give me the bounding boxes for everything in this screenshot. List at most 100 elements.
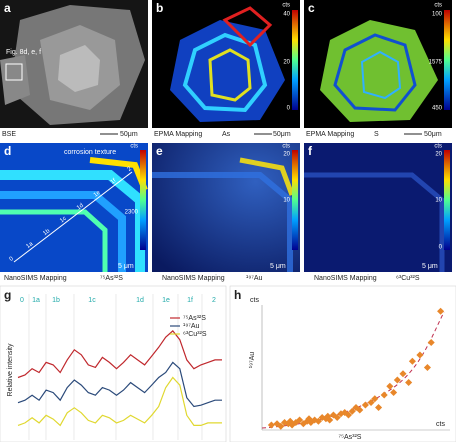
y-axis-label: Relative intensity	[7, 343, 14, 396]
data-point	[326, 416, 334, 424]
panel-a: a Fig. 8d, e, f BSE 50μm	[0, 0, 148, 138]
caption: NanoSIMS Mapping	[162, 275, 225, 282]
zone-label: 2	[127, 166, 134, 173]
panel-f: f cts 20 10 0 NanoSIMS Mapping ⁶³Cu³²S 5…	[304, 143, 452, 282]
y-axis-label: ¹⁹⁷Au	[249, 352, 256, 369]
colorbar-tick: 40	[283, 12, 290, 18]
data-point	[408, 357, 416, 365]
colorbar-tick: 100	[432, 12, 443, 18]
data-point	[390, 388, 398, 397]
zone-labels: 0 1a 1b 1c 1d 1e 1f 2	[9, 166, 134, 263]
caption: NanoSIMS Mapping	[314, 275, 377, 282]
caption: EPMA Mapping	[306, 131, 354, 138]
scale: 50μm	[273, 131, 291, 138]
panel-g: g Relative intensity 0 1a 1b 1c 1d 1e 1f 2 ⁷⁵As³…	[0, 285, 227, 442]
colorbar-tick: 20	[435, 152, 442, 158]
scale: 5 μm	[270, 263, 286, 270]
data-point	[333, 413, 341, 422]
data-point	[361, 401, 369, 409]
scale: 50μm	[424, 131, 442, 138]
unit: cts	[434, 144, 442, 150]
data-point	[386, 382, 394, 390]
data-point	[393, 376, 401, 384]
series-line	[17, 361, 222, 408]
series-line	[17, 330, 222, 379]
y-unit: cts	[250, 297, 259, 304]
unit: cts	[282, 144, 290, 150]
panel-b: b cts 40 20 0 EPMA Mapping As 50μm	[152, 0, 300, 138]
colorbar-tick: 20	[283, 60, 290, 66]
data-point	[356, 406, 364, 414]
zone-label: 1e	[162, 297, 170, 304]
colorbar-tick: 10	[283, 198, 290, 204]
element: ¹⁹⁷Au	[246, 275, 263, 282]
data-point	[437, 307, 445, 315]
colorbar-tick: 450	[432, 106, 443, 112]
note: Fig. 8d, e, f	[6, 49, 41, 56]
element: ⁶³Cu³²S	[396, 275, 420, 282]
x-unit: cts	[436, 421, 445, 428]
panel-label: c	[308, 1, 315, 15]
data-point	[344, 411, 353, 419]
data-point	[427, 338, 435, 347]
zone-label: 1b	[52, 297, 60, 304]
element: S	[374, 131, 379, 138]
zone-label: 1f	[110, 178, 118, 186]
zone-label: 1f	[187, 297, 193, 304]
zone-label: 1c	[88, 297, 96, 304]
unit: cts	[434, 3, 442, 9]
panel-label: g	[4, 288, 11, 302]
colorbar-tick: 20	[283, 152, 290, 158]
colorbar-tick: 0	[287, 106, 291, 112]
colorbar-tick: 0	[439, 245, 443, 251]
panel-label: a	[4, 1, 11, 15]
caption: BSE	[2, 131, 16, 138]
panel-e: e cts 20 10 NanoSIMS Mapping ¹⁹⁷Au 5 μm	[152, 143, 300, 282]
element: ⁷⁵As³²S	[100, 275, 123, 282]
unit: cts	[130, 144, 138, 150]
legend-label: ⁶³Cu³²S	[183, 331, 207, 338]
scale: 5 μm	[118, 263, 134, 270]
panel-label: h	[234, 288, 241, 302]
colorbar-tick: 1575	[429, 60, 443, 66]
data-point	[314, 417, 322, 425]
data-point	[371, 395, 379, 403]
panel-label: e	[156, 144, 163, 158]
legend-label: ¹⁹⁷Au	[183, 323, 200, 330]
zone-label: 0	[20, 297, 24, 304]
zone-label: 1d	[136, 297, 144, 304]
scale: 50μm	[120, 131, 138, 138]
unit: cts	[282, 3, 290, 9]
panel-label: b	[156, 1, 163, 15]
panel-label: f	[308, 144, 313, 158]
zone-label: 2	[212, 297, 216, 304]
element: As	[222, 131, 231, 138]
zone-label: 1d	[76, 203, 85, 212]
data-point	[399, 370, 407, 378]
zone-label: 0	[9, 256, 16, 263]
data-point	[416, 351, 424, 359]
colorbar-tick: 10	[435, 198, 442, 204]
caption: EPMA Mapping	[154, 131, 202, 138]
data-point	[267, 421, 275, 429]
panel-h: h cts ¹⁹⁷Au cts ⁷⁵As³²S	[229, 285, 456, 442]
legend-label: ⁷⁵As³²S	[183, 315, 206, 322]
caption: NanoSIMS Mapping	[4, 275, 67, 282]
zone-label: 1e	[93, 189, 102, 198]
data-point	[380, 391, 388, 399]
panel-d: d corrosion texture cts 2300 0 1a 1b 1c 1d 1e…	[0, 143, 148, 282]
data-point	[423, 363, 431, 372]
data-point	[375, 403, 383, 412]
zone-label: 1a	[25, 241, 34, 250]
data-point	[348, 407, 356, 415]
data-point	[277, 422, 285, 430]
panel-label: d	[4, 144, 11, 158]
data-point	[405, 378, 413, 387]
zone-label: 1c	[59, 216, 68, 225]
x-axis-label: ⁷⁵As³²S	[339, 434, 362, 441]
zone-label: 1a	[32, 297, 40, 304]
zone-label: 1b	[42, 228, 51, 237]
note: corrosion texture	[64, 149, 116, 156]
panel-c: c cts 100 1575 450 EPMA Mapping S 50μm	[304, 0, 452, 138]
